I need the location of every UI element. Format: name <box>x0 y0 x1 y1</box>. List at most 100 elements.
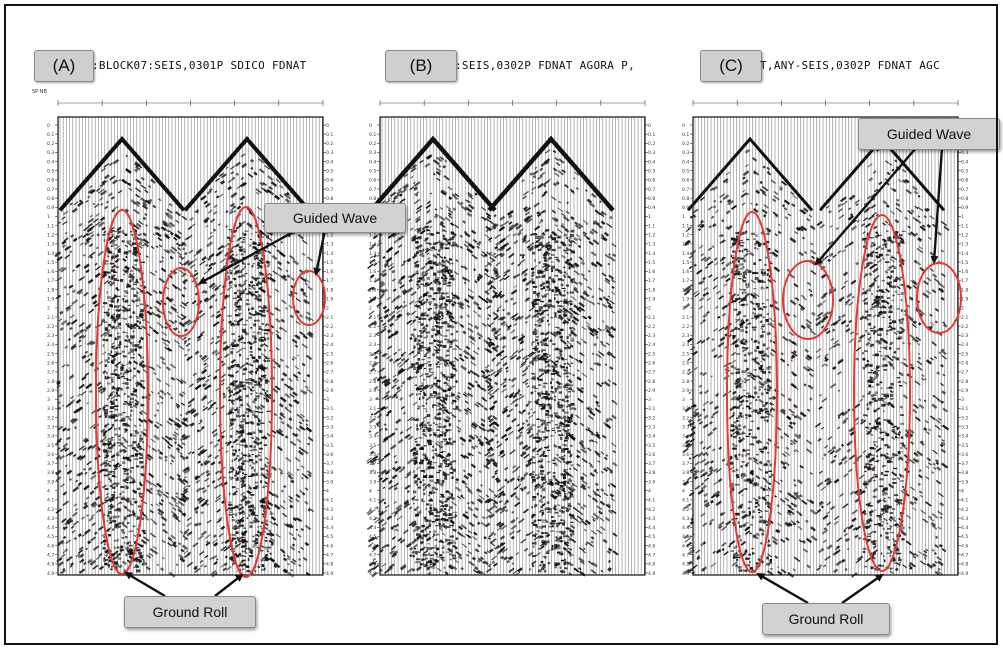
time-tick-label: 2.6 <box>682 361 689 367</box>
time-tick-label: 0.5 <box>961 169 968 175</box>
time-tick-label: 0.8 <box>47 196 54 202</box>
time-tick-label: 0.4 <box>47 159 54 165</box>
panel-a-label: (A) <box>34 50 94 82</box>
time-tick-label: 3.9 <box>369 479 376 485</box>
time-tick-label: 0.4 <box>326 159 333 165</box>
time-tick-label: 2.4 <box>961 342 968 348</box>
time-tick-label: 1.7 <box>369 278 376 284</box>
time-tick-label: 0.6 <box>682 178 689 184</box>
panel-a-header: :BLOCK07:SEIS,0301P SDICO FDNAT <box>92 59 307 72</box>
time-tick-label: 4.4 <box>369 525 376 531</box>
time-tick-label: 3.7 <box>326 461 333 467</box>
time-tick-label: 4.7 <box>326 553 333 559</box>
time-tick-label: 4.8 <box>326 562 333 568</box>
time-tick-label: 2.5 <box>47 351 54 357</box>
time-tick-label: 4.2 <box>326 507 333 513</box>
time-tick-label: 4.3 <box>326 516 333 522</box>
time-tick-label: 3.8 <box>648 470 655 476</box>
time-tick-label: 2.7 <box>961 370 968 376</box>
time-tick-label: 4 <box>682 489 685 495</box>
time-tick-label: 1.7 <box>961 278 968 284</box>
time-tick-label: 1 <box>47 214 50 220</box>
ground-roll-ellipse-c1 <box>726 211 778 573</box>
time-tick-label: 4.6 <box>47 543 54 549</box>
ground-roll-arrow-a2 <box>214 573 244 597</box>
time-tick-label: 4.9 <box>682 571 689 577</box>
time-tick-label: 3.4 <box>961 434 968 440</box>
time-tick-label: 3.6 <box>326 452 333 458</box>
time-tick-label: 3.6 <box>369 452 376 458</box>
time-tick-label: 0.1 <box>369 132 376 138</box>
time-tick-label: 3.6 <box>47 452 54 458</box>
time-tick-label: 0.2 <box>369 141 376 147</box>
time-tick-label: 0.2 <box>648 141 655 147</box>
time-tick-label: 0.3 <box>326 150 333 156</box>
time-tick-label: 4 <box>648 489 651 495</box>
time-tick-label: 3 <box>682 397 685 403</box>
time-tick-label: 4.9 <box>648 571 655 577</box>
time-tick-label: 4.8 <box>961 562 968 568</box>
time-tick-label: 1.8 <box>648 287 655 293</box>
time-tick-label: 2.6 <box>648 361 655 367</box>
time-tick-label: 3.1 <box>369 406 376 412</box>
time-tick-label: 3.6 <box>682 452 689 458</box>
time-tick-label: 4.1 <box>682 498 689 504</box>
time-tick-label: 3 <box>648 397 651 403</box>
time-tick-label: 4.1 <box>326 498 333 504</box>
time-tick-label: 0.6 <box>326 178 333 184</box>
time-tick-label: 0.4 <box>369 159 376 165</box>
time-tick-label: 0.1 <box>326 132 333 138</box>
time-tick-label: 4.1 <box>369 498 376 504</box>
time-tick-label: 1.9 <box>47 297 54 303</box>
panel-a-gather: 0 0 0.1 0.1 0.2 0.2 0.3 0.3 0.4 0.4 0.5 0.5 0.6 0.6 0.… <box>47 100 333 578</box>
ground-roll-callout-a: Ground Roll <box>124 596 256 628</box>
time-tick-label: 3.7 <box>961 461 968 467</box>
time-tick-label: 3 <box>47 397 50 403</box>
time-tick-label: 3.3 <box>369 425 376 431</box>
time-tick-label: 0 <box>326 123 329 129</box>
time-tick-label: 1.9 <box>961 297 968 303</box>
time-tick-label: 2.9 <box>648 388 655 394</box>
time-tick-label: 3.4 <box>47 434 54 440</box>
time-tick-label: 4.7 <box>682 553 689 559</box>
time-tick-label: 3.1 <box>961 406 968 412</box>
time-tick-label: 0.4 <box>682 159 689 165</box>
time-tick-label: 1.9 <box>326 297 333 303</box>
time-tick-label: 1.6 <box>648 269 655 275</box>
time-tick-label: 2.3 <box>648 333 655 339</box>
time-tick-label: 2.3 <box>682 333 689 339</box>
time-tick-label: 1.1 <box>961 223 968 229</box>
time-tick-label: 0.7 <box>961 187 968 193</box>
time-tick-label: 4.2 <box>961 507 968 513</box>
time-tick-label: 2 <box>47 306 50 312</box>
time-tick-label: 4.7 <box>47 553 54 559</box>
time-tick-label: 2.5 <box>648 351 655 357</box>
time-tick-label: 3.7 <box>648 461 655 467</box>
guided-wave-callout-a: Guided Wave <box>264 203 406 233</box>
time-tick-label: 4.2 <box>47 507 54 513</box>
time-tick-label: 2.7 <box>369 370 376 376</box>
time-tick-label: 1.8 <box>326 287 333 293</box>
time-tick-label: 4.8 <box>648 562 655 568</box>
time-tick-label: 4 <box>961 489 964 495</box>
panel-b-label: (B) <box>385 50 457 82</box>
time-tick-label: 2.6 <box>47 361 54 367</box>
time-tick-label: 3.4 <box>369 434 376 440</box>
time-tick-label: 0 <box>47 123 50 129</box>
time-tick-label: 2.3 <box>369 333 376 339</box>
time-tick-label: 4.8 <box>682 562 689 568</box>
time-tick-label: 2 <box>369 306 372 312</box>
time-tick-label: 4.2 <box>682 507 689 513</box>
time-tick-label: 3.8 <box>326 470 333 476</box>
time-tick-label: 0.6 <box>961 178 968 184</box>
time-tick-label: 0.7 <box>648 187 655 193</box>
time-tick-label: 1.1 <box>47 223 54 229</box>
time-tick-label: 1.3 <box>682 242 689 248</box>
time-tick-label: 2.8 <box>648 379 655 385</box>
time-tick-label: 1.8 <box>682 287 689 293</box>
time-tick-label: 0.1 <box>682 132 689 138</box>
time-tick-label: 3.2 <box>648 415 655 421</box>
time-tick-label: 2.4 <box>326 342 333 348</box>
time-tick-label: 0.4 <box>961 159 968 165</box>
ground-roll-arrow-a1 <box>124 571 166 598</box>
